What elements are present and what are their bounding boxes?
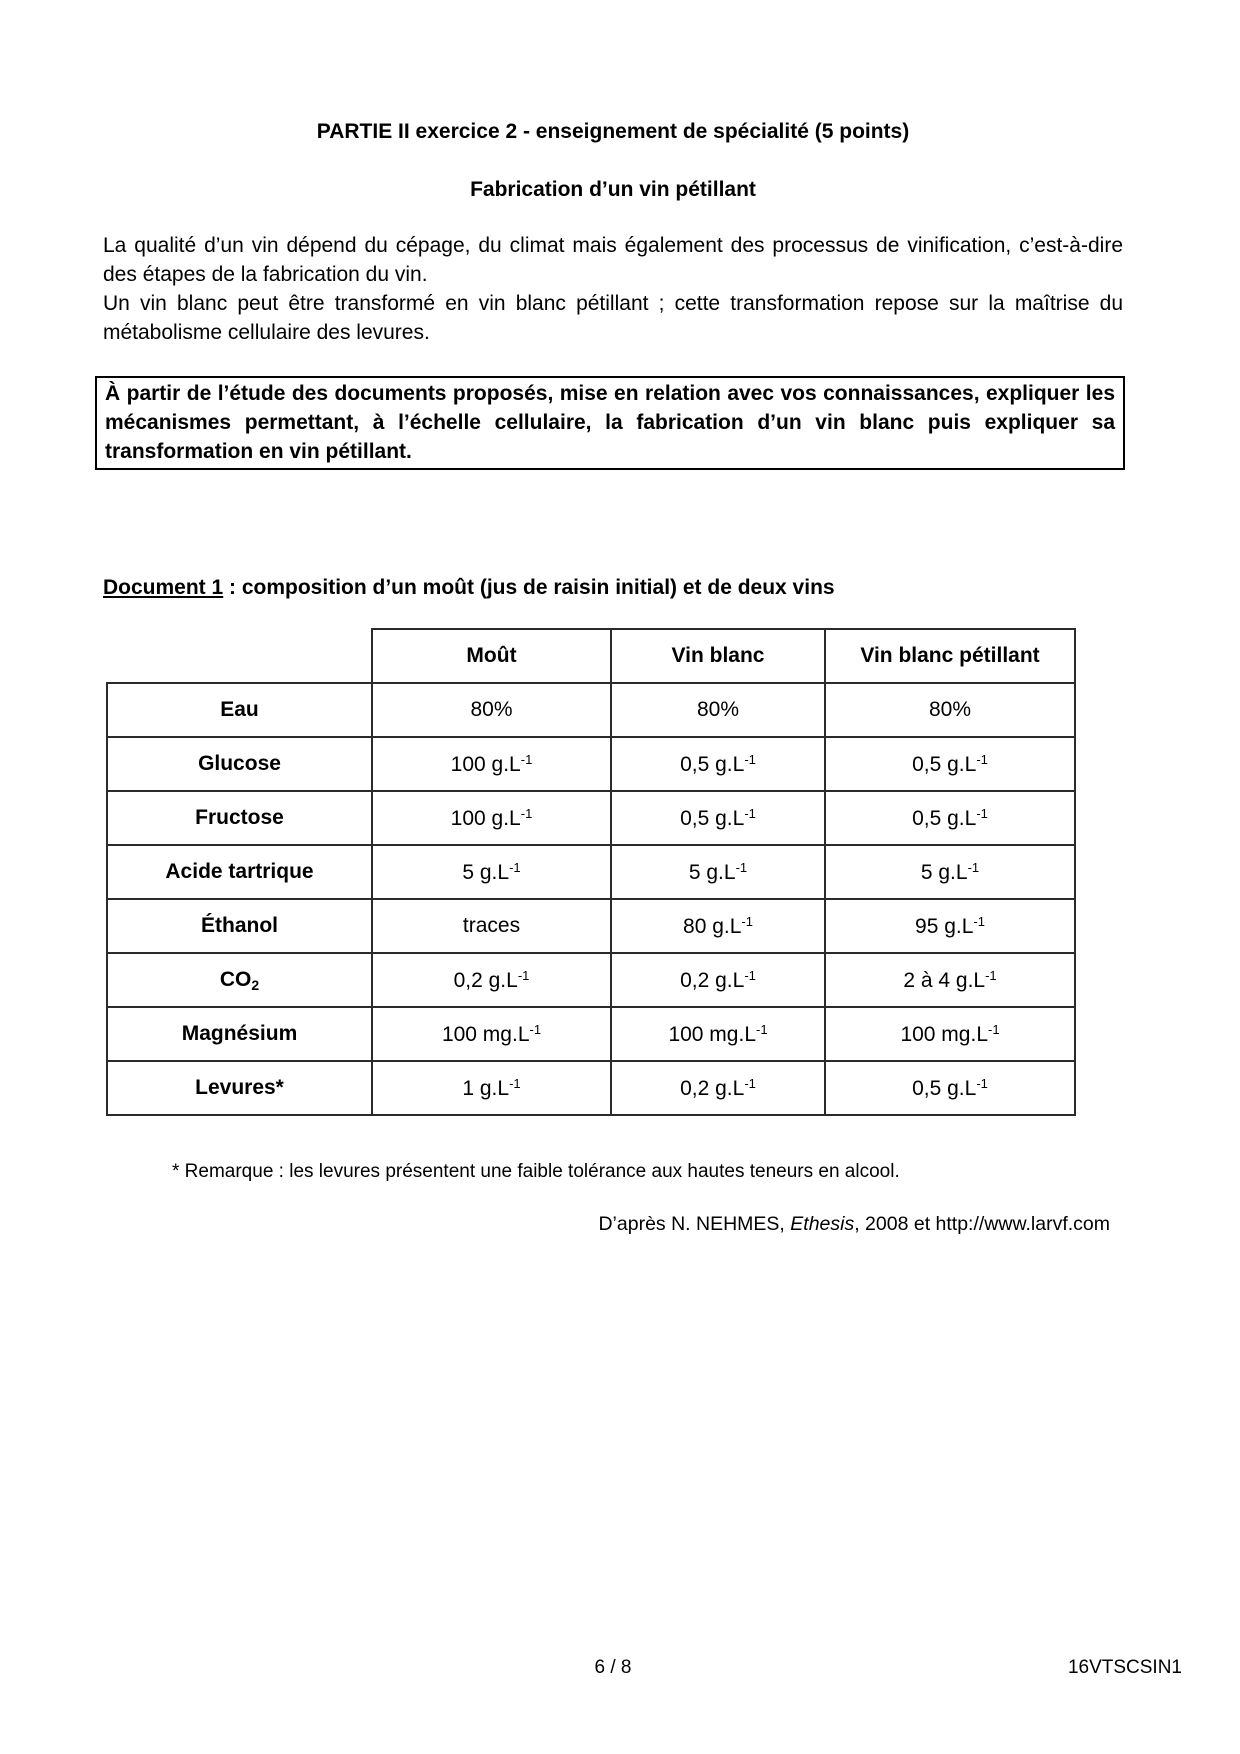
table-cell: traces (371, 898, 612, 954)
source-line: D’après N. NEHMES, Ethesis, 2008 et http… (103, 1213, 1110, 1236)
row-label: Glucose (106, 736, 373, 792)
row-label: Éthanol (106, 898, 373, 954)
unit-exponent: -1 (973, 913, 985, 929)
unit-exponent: -1 (735, 859, 748, 875)
document1-heading-rest: : composition d’un moût (jus de raisin i… (223, 576, 835, 599)
source-suffix: , 2008 et http://www.larvf.com (854, 1213, 1110, 1235)
reference-code: 16VTSCSIN1 (1067, 1657, 1182, 1678)
intro-text: La qualité d’un vin dépend du cépage, du… (103, 231, 1123, 347)
unit-exponent: -1 (517, 967, 530, 983)
table-cell: 5 g.L-1 (371, 844, 612, 900)
unit-exponent: -1 (509, 859, 521, 875)
composition-table-body: Eau 80% 80% 80% Glucose 100 g.L-1 0,5 g.L-1 0,5… (106, 682, 1076, 1116)
table-cell: 0,5 g.L-1 (824, 790, 1076, 846)
unit-exponent: -1 (520, 805, 533, 821)
table-cell: 100 g.L-1 (371, 790, 612, 846)
table-cell: 100 mg.L-1 (610, 1006, 826, 1062)
table-cell: 80 g.L-1 (610, 898, 826, 954)
row-label-subscript: 2 (251, 976, 260, 993)
page-subtitle: Fabrication d’un vin pétillant (470, 178, 756, 201)
table-cell: 100 mg.L-1 (371, 1006, 612, 1062)
unit-exponent: -1 (509, 1075, 521, 1091)
table-row: CO2 0,2 g.L-1 0,2 g.L-1 2 à 4 g.L-1 (106, 952, 1076, 1008)
row-label: Acide tartrique (106, 844, 373, 900)
unit-exponent: -1 (988, 1021, 1000, 1037)
footnote: * Remarque : les levures présentent une … (172, 1161, 900, 1182)
document1-heading: Document 1 : composition d’un moût (jus … (103, 576, 1123, 600)
table-cell: 100 mg.L-1 (824, 1006, 1076, 1062)
composition-table-wrap: Moût Vin blanc Vin blanc pétillant Eau 80% 8… (106, 628, 1076, 1116)
composition-table: Moût Vin blanc Vin blanc pétillant Eau 80% 8… (106, 628, 1076, 1116)
unit-exponent: -1 (976, 751, 988, 767)
table-row: Glucose 100 g.L-1 0,5 g.L-1 0,5 g.L-1 (106, 736, 1076, 792)
table-row: Eau 80% 80% 80% (106, 682, 1076, 738)
row-label: CO2 (106, 952, 373, 1008)
table-cell: 100 g.L-1 (371, 736, 612, 792)
unit-exponent: -1 (976, 805, 988, 821)
page-number: 6 / 8 (594, 1657, 632, 1678)
intro-paragraph-2: Un vin blanc peut être transformé en vin… (103, 292, 1123, 344)
table-cell: 0,2 g.L-1 (610, 952, 826, 1008)
row-label: Fructose (106, 790, 373, 846)
unit-exponent: -1 (985, 967, 997, 983)
table-corner-cell (107, 629, 372, 683)
unit-exponent: -1 (744, 751, 756, 767)
header-row: Moût Vin blanc Vin blanc pétillant (107, 628, 1076, 684)
page-title: PARTIE II exercice 2 - enseignement de s… (316, 120, 910, 143)
unit-exponent: -1 (744, 805, 756, 821)
composition-table-head: Moût Vin blanc Vin blanc pétillant (107, 628, 1076, 684)
column-header: Moût (371, 628, 612, 684)
table-row: Acide tartrique 5 g.L-1 5 g.L-1 5 g.L-1 (106, 844, 1076, 900)
table-cell: 80% (824, 682, 1076, 738)
table-cell: 0,2 g.L-1 (371, 952, 612, 1008)
row-label: Magnésium (106, 1006, 373, 1062)
unit-exponent: -1 (976, 1075, 988, 1091)
unit-exponent: -1 (967, 859, 980, 875)
table-row: Levures* 1 g.L-1 0,2 g.L-1 0,5 g.L-1 (106, 1060, 1076, 1116)
table-cell: 0,5 g.L-1 (824, 1060, 1076, 1116)
table-cell: 0,5 g.L-1 (610, 736, 826, 792)
unit-exponent: -1 (744, 967, 756, 983)
unit-exponent: -1 (741, 913, 753, 929)
column-header: Vin blanc (610, 628, 826, 684)
table-cell: 1 g.L-1 (371, 1060, 612, 1116)
table-cell: 0,2 g.L-1 (610, 1060, 826, 1116)
unit-exponent: -1 (756, 1021, 768, 1037)
intro-paragraph-1: La qualité d’un vin dépend du cépage, du… (103, 234, 1123, 286)
unit-exponent: -1 (520, 751, 533, 767)
table-row: Fructose 100 g.L-1 0,5 g.L-1 0,5 g.L-1 (106, 790, 1076, 846)
task-instruction-box: À partir de l’étude des documents propos… (95, 376, 1125, 470)
document1-heading-label: Document 1 (103, 576, 224, 599)
table-cell: 2 à 4 g.L-1 (824, 952, 1076, 1008)
unit-exponent: -1 (744, 1075, 756, 1091)
unit-exponent: -1 (529, 1021, 542, 1037)
table-cell: 80% (371, 682, 612, 738)
source-italic: Ethesis (790, 1213, 855, 1235)
source-prefix: D’après N. NEHMES, (598, 1213, 791, 1235)
column-header: Vin blanc pétillant (824, 628, 1076, 684)
table-cell: 80% (610, 682, 826, 738)
row-label: Levures* (106, 1060, 373, 1116)
table-cell: 0,5 g.L-1 (610, 790, 826, 846)
row-label: Eau (106, 682, 373, 738)
table-cell: 5 g.L-1 (824, 844, 1076, 900)
table-row: Magnésium 100 mg.L-1 100 mg.L-1 100 mg.L-1 (106, 1006, 1076, 1062)
table-cell: 5 g.L-1 (610, 844, 826, 900)
table-cell: 0,5 g.L-1 (824, 736, 1076, 792)
table-cell: 95 g.L-1 (824, 898, 1076, 954)
table-row: Éthanol traces 80 g.L-1 95 g.L-1 (106, 898, 1076, 954)
